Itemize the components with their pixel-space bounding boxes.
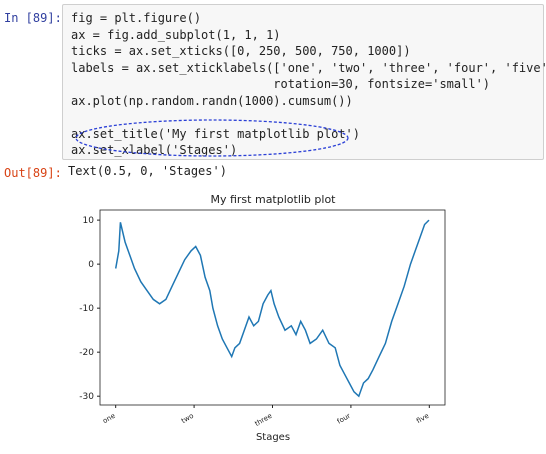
- x-tick-label: five: [415, 412, 430, 425]
- line-series: [114, 219, 430, 398]
- y-tick-label: -30: [79, 392, 94, 402]
- code-line: labels = ax.set_xticklabels(['one', 'two…: [71, 60, 546, 75]
- out-prompt: Out[89]:: [4, 166, 62, 180]
- plot-area: [99, 209, 446, 406]
- output-text: Text(0.5, 0, 'Stages'): [68, 164, 227, 178]
- y-tick-label: -10: [79, 304, 94, 314]
- code-line: ax = fig.add_subplot(1, 1, 1): [71, 27, 281, 42]
- chart-title: My first matplotlib plot: [210, 193, 336, 206]
- highlight-ellipse: [75, 119, 349, 157]
- x-axis-label: Stages: [256, 432, 290, 443]
- x-tick-label: four: [336, 412, 352, 426]
- code-line: ax.set_xlabel('Stages'): [71, 143, 238, 157]
- y-tick-label: -20: [79, 348, 94, 358]
- x-tick-label: two: [180, 412, 195, 425]
- code-line: ax.set_title('My first matplotlib plot'): [71, 126, 360, 141]
- y-tick-label: 0: [88, 260, 94, 270]
- y-tick-label: 10: [83, 216, 95, 226]
- code-line: rotation=30, fontsize='small'): [71, 77, 491, 91]
- in-prompt: In [89]:: [4, 11, 62, 25]
- code-line: fig = plt.figure(): [71, 11, 202, 25]
- code-cell[interactable]: fig = plt.figure() ax = fig.add_subplot(1…: [62, 4, 546, 160]
- code-line: ax.plot(np.random.randn(1000).cumsum()): [71, 93, 353, 108]
- x-tick-label: one: [101, 412, 116, 425]
- code-line: ticks = ax.set_xticks([0, 250, 500, 750,…: [71, 44, 411, 58]
- x-tick-label: three: [253, 412, 273, 428]
